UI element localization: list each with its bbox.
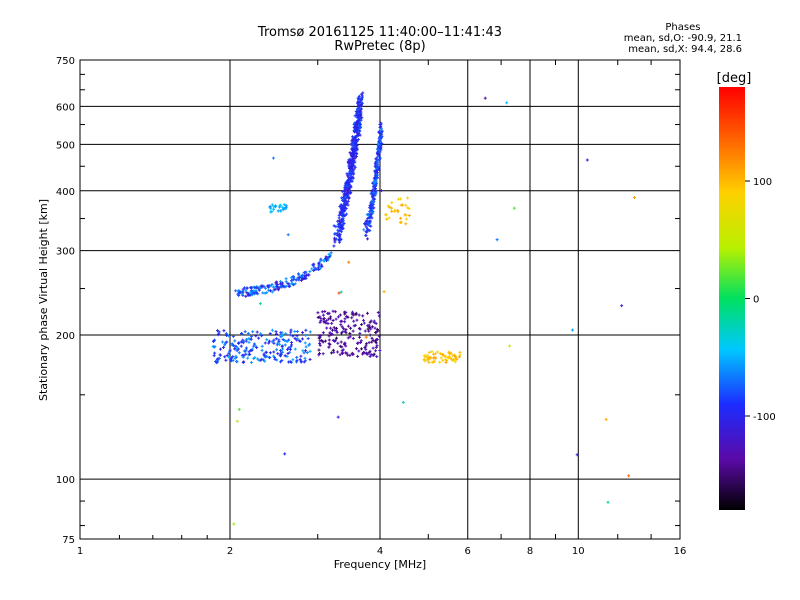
colorbar xyxy=(719,87,745,510)
cluster xyxy=(211,328,312,365)
x-tick-label: 4 xyxy=(377,546,383,557)
y-tick-label: 200 xyxy=(56,331,75,342)
y-tick-label: 750 xyxy=(56,56,75,67)
phases-legend: Phases mean, sd,O: -90.9, 21.1 mean, sd,… xyxy=(624,22,742,55)
cluster xyxy=(332,91,365,248)
phases-o-line: mean, sd,O: -90.9, 21.1 xyxy=(623,33,742,44)
cluster xyxy=(422,350,462,364)
y-tick-label: 75 xyxy=(62,535,75,546)
y-tick-label: 500 xyxy=(56,140,75,151)
chart-title-line1: Tromsø 20161125 11:40:00–11:41:43 xyxy=(257,25,503,40)
colorbar-tick-label: -100 xyxy=(753,412,776,423)
y-tick-label: 100 xyxy=(56,475,75,486)
x-tick-label: 1 xyxy=(77,546,83,557)
x-tick-label: 6 xyxy=(465,546,471,557)
x-tick-label: 2 xyxy=(227,546,233,557)
y-tick-label: 300 xyxy=(56,247,75,258)
x-tick-label: 10 xyxy=(572,546,585,557)
cluster xyxy=(362,121,384,241)
y-tick-label: 400 xyxy=(56,187,75,198)
colorbar-ticks: 100 0 -100 xyxy=(745,177,776,423)
x-axis-label: Frequency [MHz] xyxy=(334,558,426,571)
chart-title-line2: RwPretec (8p) xyxy=(334,39,426,54)
phases-x-line: mean, sd,X: 94.4, 28.6 xyxy=(628,44,742,55)
y-tick-label: 600 xyxy=(56,102,75,113)
cluster xyxy=(234,251,333,298)
colorbar-tick-label: 0 xyxy=(753,295,759,306)
cluster xyxy=(268,203,288,214)
x-tick-label: 16 xyxy=(674,546,687,557)
x-tick-label: 8 xyxy=(527,546,533,557)
axis-ticks: 1 2 4 6 8 10 16 75 100 200 300 400 500 600 750 xyxy=(56,56,686,557)
cluster xyxy=(384,196,411,226)
data-points xyxy=(211,91,636,526)
cluster xyxy=(227,96,636,526)
cluster xyxy=(316,309,382,359)
y-axis-label: Stationary phase Virtual Height [km] xyxy=(37,199,50,401)
phases-heading: Phases xyxy=(665,22,701,33)
colorbar-label: [deg] xyxy=(717,71,752,86)
colorbar-tick-label: 100 xyxy=(753,177,772,188)
chart-title: Tromsø 20161125 11:40:00–11:41:43 RwPret… xyxy=(0,26,760,54)
